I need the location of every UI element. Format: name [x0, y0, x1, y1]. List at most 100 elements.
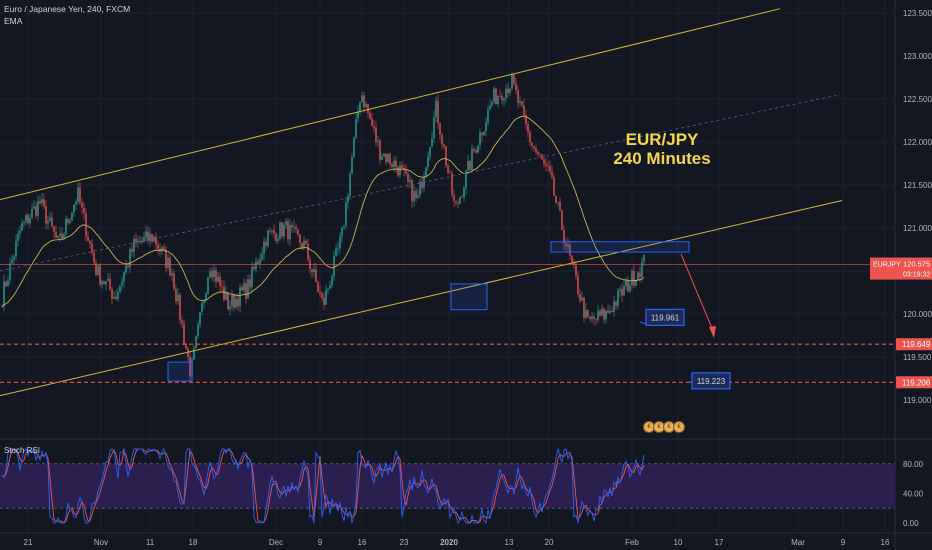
candle-body: [255, 261, 257, 270]
candle-body: [633, 270, 635, 286]
candle-body: [149, 234, 151, 241]
candle-body: [21, 222, 23, 231]
candle-body: [3, 281, 5, 307]
stoch-rsi-label[interactable]: Stoch RSI: [4, 446, 41, 455]
candle-body: [305, 240, 307, 244]
support-box[interactable]: [450, 283, 488, 311]
channel-upper-line[interactable]: [0, 8, 781, 201]
candle-body: [65, 218, 67, 234]
candle-body: [99, 265, 101, 285]
event-badge-icon[interactable]: €: [673, 421, 685, 433]
support-box[interactable]: [550, 241, 690, 253]
candle-body: [549, 166, 551, 172]
candle-body: [179, 294, 181, 321]
candle-body: [373, 126, 375, 128]
candle-body: [571, 255, 573, 263]
candle-body: [537, 151, 539, 155]
candle-body: [41, 199, 43, 204]
candle-body: [515, 83, 517, 91]
channel-midline[interactable]: [0, 94, 841, 272]
candle-body: [405, 169, 407, 174]
candle-body: [569, 244, 571, 256]
candle-body: [199, 312, 201, 325]
candle-body: [619, 289, 621, 291]
indicator-label[interactable]: EMA: [4, 16, 23, 26]
candle-body: [77, 187, 79, 202]
candle-body: [165, 249, 167, 268]
candle-body: [497, 96, 499, 105]
time-tick-label: 21: [24, 538, 33, 547]
candle-body: [167, 257, 169, 268]
stoch-tick-label: 0.00: [903, 519, 919, 528]
candle-body: [187, 348, 189, 358]
candle-body: [307, 243, 309, 260]
time-tick-label: 2020: [440, 538, 458, 547]
candle-body: [185, 343, 187, 349]
candle-body: [269, 230, 271, 232]
price-axis[interactable]: 119.000119.500120.000120.500121.000121.5…: [870, 9, 932, 528]
candle-body: [277, 238, 279, 242]
candle-body: [363, 95, 365, 108]
candle-body: [355, 118, 357, 138]
candle-body: [479, 132, 481, 146]
event-badges[interactable]: € € € €: [643, 421, 685, 433]
candle-body: [597, 310, 599, 320]
candle-body: [19, 230, 21, 234]
candle-body: [489, 105, 491, 110]
candle-body: [335, 248, 337, 257]
event-badge-icon[interactable]: €: [663, 421, 675, 433]
candle-body: [31, 208, 33, 218]
candle-body: [385, 153, 387, 163]
candle-body: [171, 273, 173, 276]
candle-body: [221, 286, 223, 287]
candle-body: [75, 201, 77, 205]
price-pane[interactable]: 119.961 119.223: [0, 8, 895, 397]
candle-body: [351, 157, 353, 174]
candle-body: [573, 262, 575, 266]
candle-body: [343, 225, 345, 228]
candle-body: [333, 256, 335, 277]
candle-body: [297, 229, 299, 235]
candle-body: [145, 231, 147, 238]
candle-body: [71, 212, 73, 221]
stoch-rsi-pane[interactable]: [0, 447, 895, 525]
callout-box[interactable]: [691, 372, 731, 390]
time-tick-label: Dec: [269, 538, 283, 547]
candle-body: [507, 88, 509, 94]
candle-body: [417, 195, 419, 198]
candle-body: [445, 146, 447, 166]
price-tick-label: 121.500: [903, 181, 932, 190]
candle-body: [599, 310, 601, 316]
candle-body: [115, 296, 117, 299]
level-tag: [896, 338, 932, 351]
candle-body: [183, 323, 185, 344]
callout-label: 119.961: [651, 313, 680, 322]
level-tag-label: 119.649: [902, 340, 931, 349]
candle-body: [73, 204, 75, 213]
candle-body: [233, 294, 235, 308]
candle-body: [119, 285, 121, 292]
time-tick-label: 13: [505, 538, 514, 547]
candle-body: [69, 220, 71, 223]
annotation-line2: 240 Minutes: [613, 149, 711, 168]
projection-arrow-head: [709, 326, 716, 339]
projection-arrow[interactable]: [680, 253, 715, 334]
price-tick-label: 122.000: [903, 138, 932, 147]
stoch-tick-label: 80.00: [903, 460, 924, 469]
candle-body: [285, 221, 287, 226]
event-badge-icon[interactable]: €: [643, 421, 655, 433]
candle-body: [585, 309, 587, 318]
candle-body: [201, 303, 203, 313]
candle-body: [375, 127, 377, 142]
support-box[interactable]: [167, 361, 193, 382]
channel-lower-line[interactable]: [0, 199, 843, 397]
candle-body: [155, 236, 157, 245]
last-price-value: 120.575: [903, 260, 930, 269]
time-axis[interactable]: 21 Nov 11 18 Dec 9 16 23 2020 13 20 Feb 10 17 Mar 9 16: [24, 538, 890, 547]
callout-box[interactable]: [645, 308, 685, 326]
candle-body: [583, 297, 585, 318]
candle-body: [217, 276, 219, 282]
candle-body: [261, 254, 263, 260]
candle-body: [359, 102, 361, 113]
